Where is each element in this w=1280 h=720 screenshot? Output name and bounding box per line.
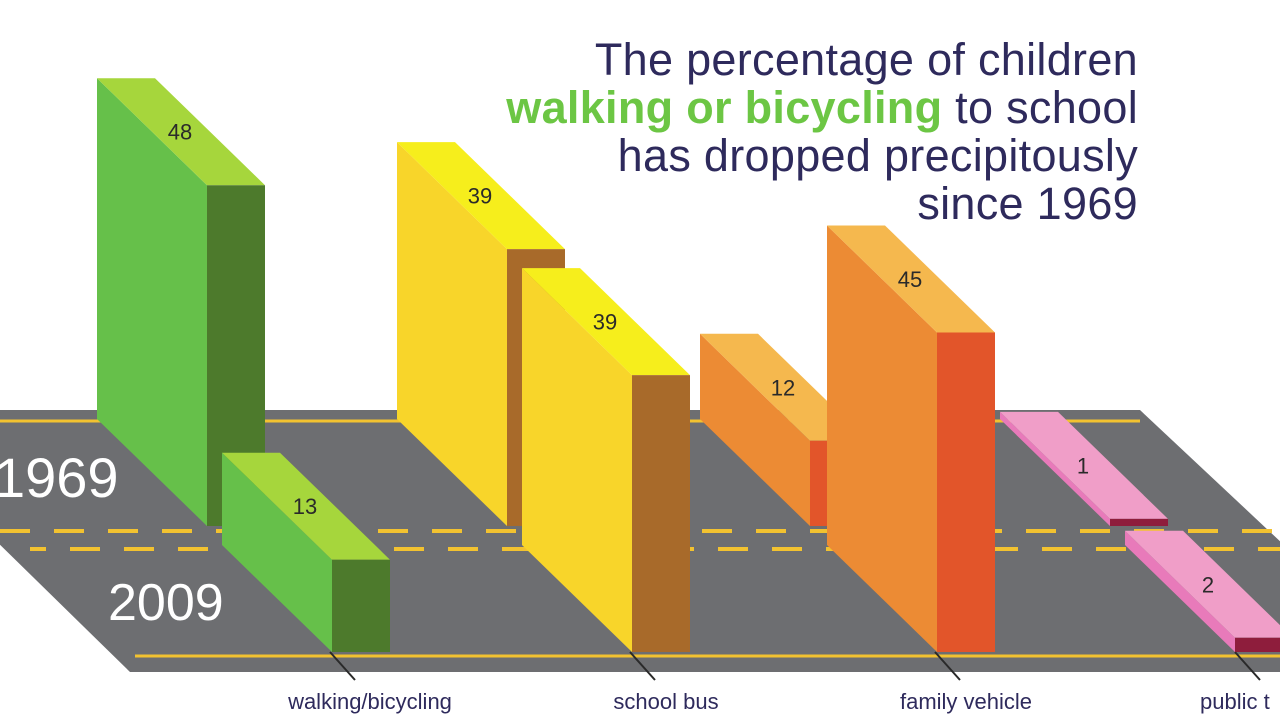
bar-top xyxy=(1000,411,1168,519)
bar-top xyxy=(397,142,565,250)
bar-2009-2: 45 xyxy=(827,225,995,652)
series-label-1969: 1969 xyxy=(0,446,119,509)
bar-value-label: 2 xyxy=(1202,572,1214,597)
title-highlight: walking or bicycling xyxy=(506,82,943,133)
bar-front xyxy=(827,225,937,652)
bar-front xyxy=(97,78,207,526)
bar-side xyxy=(937,332,995,652)
bar-value-label: 39 xyxy=(468,184,492,209)
bar-value-label: 45 xyxy=(898,267,922,292)
bar-value-label: 13 xyxy=(293,494,317,519)
series-label-2009: 2009 xyxy=(108,574,224,632)
bar-side xyxy=(1110,518,1168,526)
bar-front xyxy=(222,452,332,652)
bar-value-label: 12 xyxy=(771,375,795,400)
chart-title: The percentage of children walking or bi… xyxy=(506,36,1138,228)
category-tick-2 xyxy=(934,651,961,681)
bar-2009-1: 39 xyxy=(522,268,690,652)
bar-top xyxy=(700,333,868,441)
bar-value-label: 1 xyxy=(1077,453,1089,478)
bar-front xyxy=(522,268,632,652)
title-line-2-rest: to school xyxy=(942,82,1138,133)
bar-top xyxy=(1125,530,1280,638)
bar-value-label: 48 xyxy=(168,120,192,145)
category-label: school bus xyxy=(613,689,718,714)
bar-1969-0: 48 xyxy=(97,78,265,526)
category-label: family vehicle xyxy=(900,689,1032,714)
title-line-1: The percentage of children xyxy=(594,34,1138,85)
bar-top xyxy=(522,268,690,376)
bar-front xyxy=(1125,530,1235,652)
category-tick-1 xyxy=(629,651,656,681)
category-tick-0 xyxy=(329,651,356,681)
bar-side xyxy=(632,375,690,652)
bar-2009-0: 13 xyxy=(222,452,390,652)
bar-2009-3: 2 xyxy=(1125,530,1280,652)
bar-front xyxy=(397,142,507,526)
title-line-3: has dropped precipitously xyxy=(617,130,1138,181)
category-labels: walking/bicycling school bus family vehicl… xyxy=(287,651,1270,714)
category-label: walking/bicycling xyxy=(287,689,452,714)
bar-top xyxy=(827,225,995,333)
category-tick-3 xyxy=(1234,651,1261,681)
bar-side xyxy=(207,185,265,526)
bar-top xyxy=(222,452,390,560)
bar-value-label: 39 xyxy=(593,310,617,335)
title-line-2: walking or bicycling to school xyxy=(506,84,1138,132)
bar-front xyxy=(1000,411,1110,526)
bar-1969-3: 1 xyxy=(1000,411,1168,526)
bar-side xyxy=(332,559,390,652)
bar-top xyxy=(97,78,265,186)
category-label: public t xyxy=(1200,689,1270,714)
title-line-4: since 1969 xyxy=(917,178,1138,229)
bar-front xyxy=(700,333,810,526)
bar-side xyxy=(1235,637,1280,652)
